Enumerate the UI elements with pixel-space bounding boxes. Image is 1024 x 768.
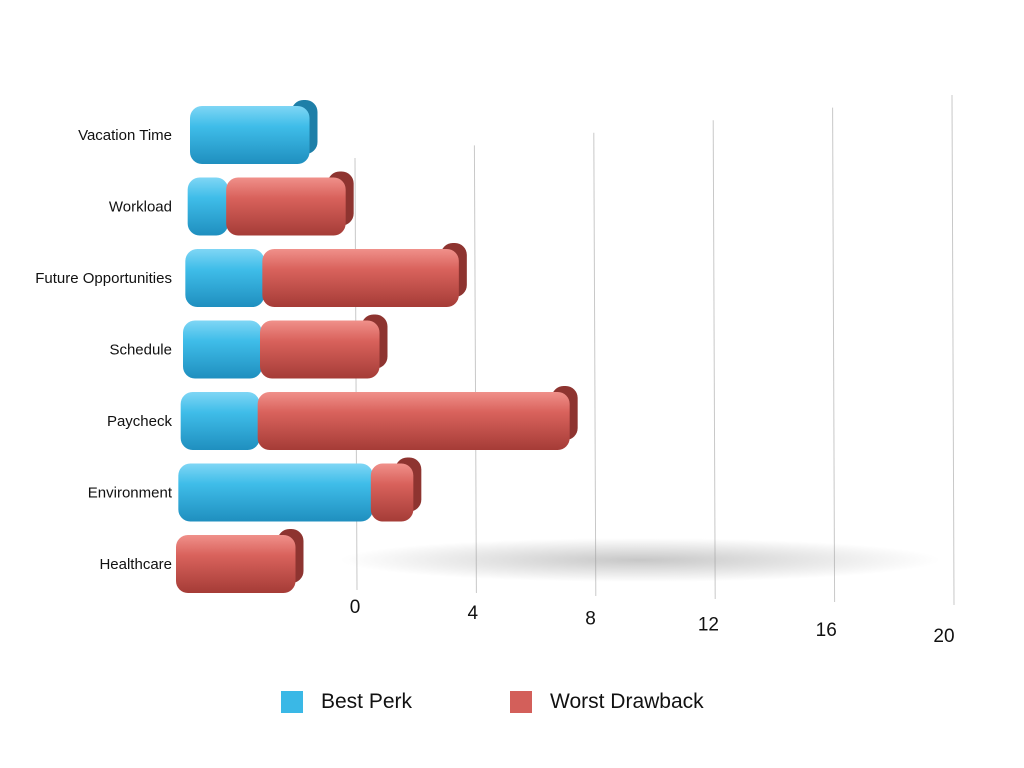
x-tick-label: 16 — [816, 620, 837, 641]
category-label: Environment — [88, 485, 173, 502]
legend: Best Perk Worst Drawback — [0, 690, 1024, 724]
bar-best-perk — [180, 392, 260, 450]
grid-line — [593, 132, 597, 597]
x-tick-label: 4 — [468, 603, 479, 624]
bar-best-perk — [183, 320, 262, 379]
category-label: Schedule — [109, 342, 172, 359]
grid-lines — [354, 94, 955, 606]
legend-swatch-best-perk — [281, 691, 303, 713]
bar-worst-drawback — [226, 177, 346, 236]
bar-best-perk — [178, 463, 373, 522]
x-tick-label: 20 — [933, 626, 954, 647]
bar-worst-drawback — [260, 320, 380, 379]
grid-line — [832, 107, 836, 603]
legend-label-best-perk: Best Perk — [321, 690, 413, 713]
category-label: Future Opportunities — [35, 270, 172, 287]
chart: Vacation Time Workload Future Opportunitie… — [35, 94, 955, 647]
floor-shadow — [340, 538, 940, 582]
bar-best-perk — [190, 106, 310, 164]
category-label: Paycheck — [107, 413, 173, 430]
bar-best-perk — [187, 177, 229, 236]
category-labels: Vacation Time Workload Future Opportunitie… — [35, 127, 173, 573]
x-axis-ticks: 0 4 8 12 16 20 — [350, 597, 955, 647]
bar-best-perk — [185, 249, 265, 307]
category-label: Vacation Time — [78, 127, 172, 144]
x-tick-label: 0 — [350, 597, 361, 618]
bar-worst-drawback — [176, 535, 296, 593]
grid-line — [712, 120, 716, 600]
x-tick-label: 8 — [585, 609, 596, 630]
category-label: Workload — [109, 199, 172, 216]
legend-swatch-worst-drawback — [510, 691, 532, 713]
legend-item-best-perk: Best Perk — [281, 690, 412, 714]
grid-line — [473, 145, 477, 594]
bar-worst-drawback — [257, 392, 570, 450]
bar-worst-drawback — [262, 249, 459, 307]
grid-line — [951, 94, 955, 606]
category-label: Healthcare — [99, 556, 172, 573]
legend-label-worst-drawback: Worst Drawback — [550, 690, 704, 713]
legend-item-worst-drawback: Worst Drawback — [510, 690, 704, 714]
bars — [176, 100, 578, 593]
bar-worst-drawback — [370, 463, 414, 522]
x-tick-label: 12 — [698, 614, 719, 635]
